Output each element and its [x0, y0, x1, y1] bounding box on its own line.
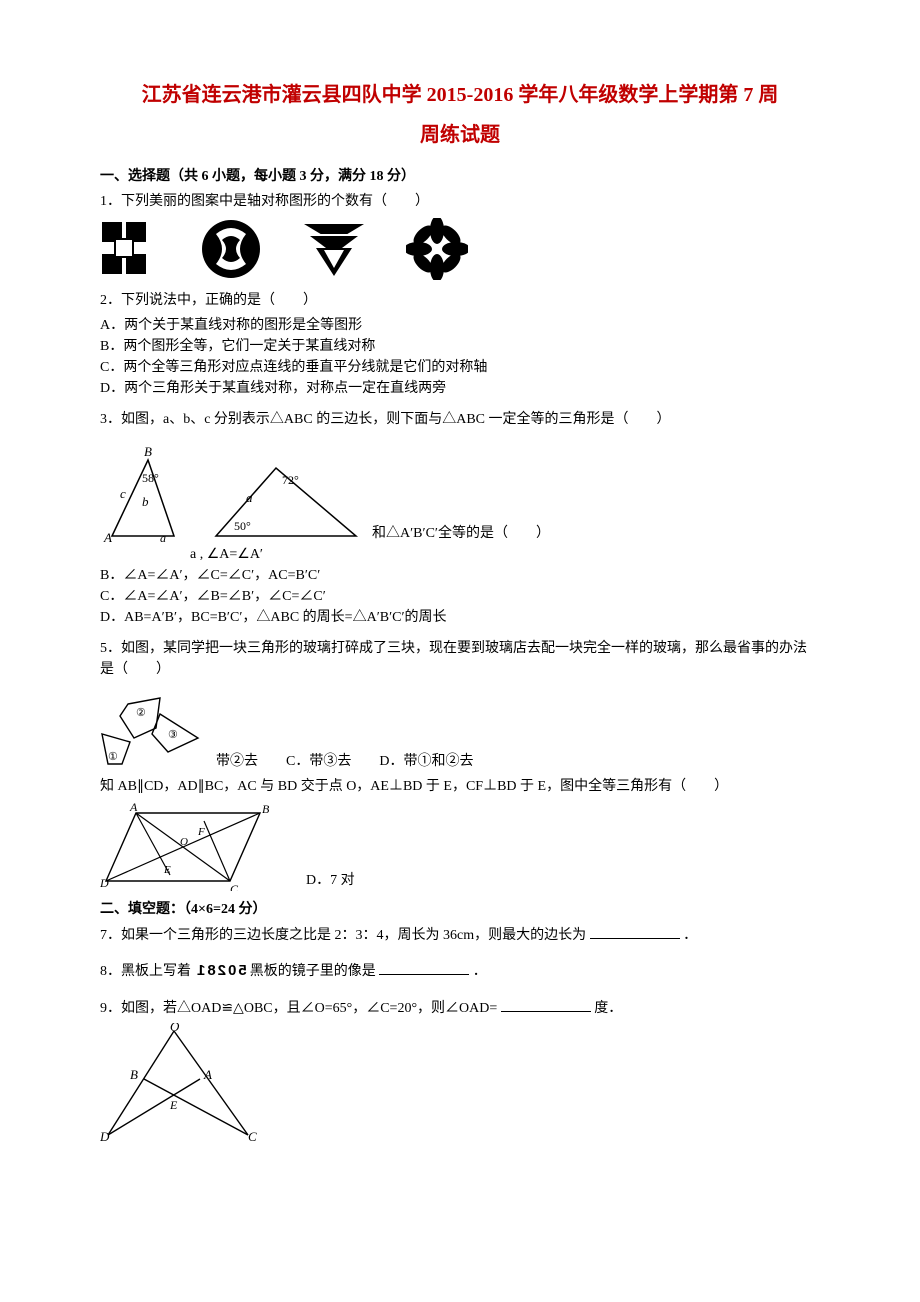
q9-end: 度． — [594, 1001, 622, 1016]
svg-text:50°: 50° — [234, 519, 251, 533]
svg-text:F: F — [197, 826, 205, 838]
svg-text:A: A — [129, 801, 138, 814]
q6-stem: 知 AB∥CD，AD∥BC，AC 与 BD 交于点 O，AE⊥BD 于 E，CF… — [100, 776, 820, 797]
q6-stem-tail: 知 AB∥CD，AD∥BC，AC 与 BD 交于点 O，AE⊥BD 于 E，CF… — [100, 779, 728, 794]
q3-bottombits: a , ∠A=∠A′ — [190, 544, 820, 565]
q1-icons — [100, 218, 820, 280]
q3-diagram-row: B A c b 58° a 72° 50° a a 和△A′B′C′全等的是（ … — [100, 444, 820, 544]
svg-text:③: ③ — [168, 729, 178, 741]
q2-opts: A．两个关于某直线对称的图形是全等图形 B．两个图形全等，它们一定关于某直线对称… — [100, 315, 820, 399]
q7-text: 7．如果一个三角形的三边长度之比是 2：3：4，周长为 36cm，则最大的边长为 — [100, 928, 586, 943]
svg-text:c: c — [120, 486, 126, 501]
q2-opt-a: A．两个关于某直线对称的图形是全等图形 — [100, 315, 820, 336]
q3-stem: 3．如图，a、b、c 分别表示△ABC 的三边长，则下面与△ABC 一定全等的三… — [100, 409, 820, 430]
q3-after-text: 和△A′B′C′全等的是（ ） — [372, 523, 550, 544]
q8-end: ． — [473, 964, 487, 979]
svg-text:E: E — [169, 1098, 178, 1112]
q3-opt-d: D．AB=A′B′，BC=B′C′，△ABC 的周长=△A′B′C′的周长 — [100, 607, 820, 628]
q2-opt-c: C．两个全等三角形对应点连线的垂直平分线就是它们的对称轴 — [100, 357, 820, 378]
svg-text:a: a — [246, 490, 253, 505]
svg-text:72°: 72° — [282, 473, 299, 487]
q1-stem: 1．下列美丽的图案中是轴对称图形的个数有（ ） — [100, 191, 820, 212]
q3-opts: B．∠A=∠A′，∠C=∠C′，AC=B′C′ C．∠A=∠A′，∠B=∠B′，… — [100, 565, 820, 628]
q2-opt-b: B．两个图形全等，它们一定关于某直线对称 — [100, 336, 820, 357]
q5-glass-diagram: ① ② ③ — [100, 694, 210, 772]
q3-triangle-2: 72° 50° a a — [206, 454, 366, 544]
svg-text:A: A — [203, 1067, 212, 1082]
q7: 7．如果一个三角形的三边长度之比是 2：3：4，周长为 36cm，则最大的边长为… — [100, 924, 820, 946]
q7-blank[interactable] — [590, 924, 680, 939]
pattern-icon-1 — [100, 220, 160, 278]
pattern-icon-2 — [200, 218, 262, 280]
svg-text:D: D — [100, 1129, 110, 1143]
q8-text-a: 8．黑板上写着 — [100, 964, 195, 979]
svg-text:B: B — [130, 1067, 138, 1082]
pattern-icon-3 — [302, 220, 366, 278]
q8-blank[interactable] — [379, 960, 469, 975]
q9-diagram: O B A E D C — [100, 1023, 260, 1143]
section2-header: 二、填空题：（4×6=24 分） — [100, 899, 820, 920]
pattern-icon-4 — [406, 218, 468, 280]
q5-row: ① ② ③ 带②去 C．带③去 D．带①和②去 — [100, 694, 820, 772]
q9-blank[interactable] — [501, 997, 591, 1012]
page-title: 江苏省连云港市灌云县四队中学 2015-2016 学年八年级数学上学期第 7 周 — [100, 80, 820, 110]
svg-text:a: a — [160, 531, 166, 544]
q9-text: 9．如图，若△OAD≌△OBC，且∠O=65°，∠C=20°，则∠OAD= — [100, 1001, 497, 1016]
svg-text:C: C — [230, 882, 239, 891]
svg-text:B: B — [262, 802, 270, 816]
q3-triangle-1: B A c b 58° a — [100, 444, 200, 544]
q5-stem: 5．如图，某同学把一块三角形的玻璃打碎成了三块，现在要到玻璃店去配一块完全一样的… — [100, 638, 820, 680]
svg-text:①: ① — [108, 751, 118, 763]
q3-opt-b: B．∠A=∠A′，∠C=∠C′，AC=B′C′ — [100, 565, 820, 586]
svg-text:D: D — [100, 876, 109, 890]
svg-text:C: C — [248, 1129, 257, 1143]
q6-parallelogram-diagram: A B C D O F E — [100, 801, 280, 891]
q8: 8．黑板上写着 50281 黑板的镜子里的像是 ． — [100, 960, 820, 983]
svg-text:58°: 58° — [142, 471, 159, 485]
svg-text:B: B — [144, 444, 152, 459]
q9: 9．如图，若△OAD≌△OBC，且∠O=65°，∠C=20°，则∠OAD= 度． — [100, 997, 820, 1019]
q3-opt-c: C．∠A=∠A′，∠B=∠B′，∠C=∠C′ — [100, 586, 820, 607]
q8-mirror-text: 50281 — [195, 960, 247, 983]
svg-text:A: A — [103, 530, 112, 544]
q5-opts-tail: 带②去 C．带③去 D．带①和②去 — [216, 751, 473, 772]
svg-text:O: O — [170, 1023, 180, 1034]
svg-text:b: b — [142, 494, 149, 509]
svg-text:E: E — [163, 864, 171, 876]
q6-row: A B C D O F E D．7 对 — [100, 801, 820, 891]
svg-text:O: O — [180, 836, 188, 848]
q6-opt-d: D．7 对 — [306, 870, 355, 891]
q7-end: ． — [683, 928, 697, 943]
q2-stem: 2．下列说法中，正确的是（ ） — [100, 290, 820, 311]
svg-text:②: ② — [136, 707, 146, 719]
section1-header: 一、选择题（共 6 小题，每小题 3 分，满分 18 分） — [100, 166, 820, 187]
q2-opt-d: D．两个三角形关于某直线对称，对称点一定在直线两旁 — [100, 378, 820, 399]
page-subtitle: 周练试题 — [100, 120, 820, 150]
svg-text:a: a — [278, 539, 284, 544]
q8-text-b: 黑板的镜子里的像是 — [250, 964, 376, 979]
